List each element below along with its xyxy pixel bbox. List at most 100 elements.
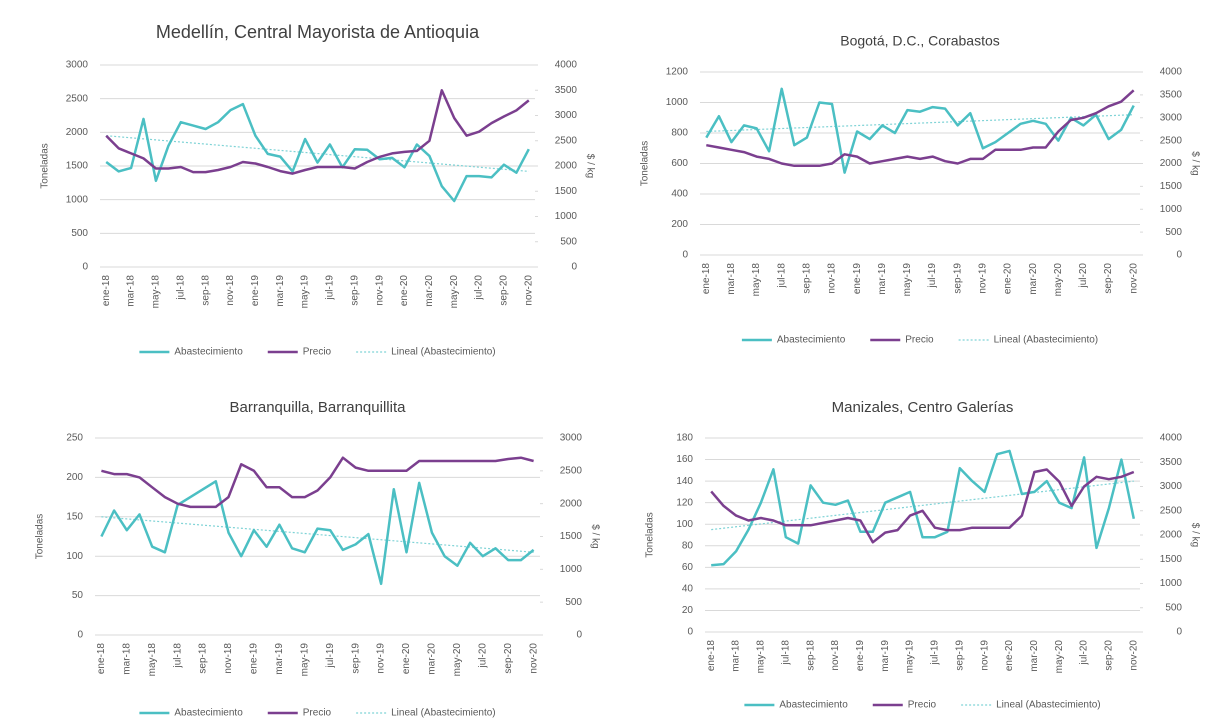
y-tick-label: 200 [671, 219, 688, 230]
x-tick-label: mar-20 [1029, 640, 1040, 672]
x-tick-label: ene-20 [1003, 263, 1014, 295]
legend-label: Lineal (Abastecimiento) [994, 335, 1099, 346]
chart-title: Bogotá, D.C., Corabastos [840, 33, 1000, 49]
y-tick-label: 60 [682, 562, 694, 573]
x-tick-label: nov-19 [376, 643, 387, 674]
y2-tick-label: 0 [1176, 627, 1182, 638]
x-tick-label: sep-19 [350, 643, 361, 674]
y2-tick-label: 1000 [560, 564, 583, 575]
x-tick-label: mar-19 [877, 263, 888, 295]
y2-tick-label: 3000 [555, 110, 578, 121]
y2-tick-label: 1500 [1160, 554, 1183, 565]
x-tick-label: nov-18 [223, 643, 234, 674]
y-tick-label: 40 [682, 584, 694, 595]
x-tick-label: ene-19 [250, 275, 261, 307]
x-tick-label: sep-18 [198, 643, 209, 674]
series-line [100, 480, 535, 586]
x-tick-label: jul-20 [474, 275, 485, 301]
x-tick-label: nov-18 [830, 640, 841, 671]
y2-tick-label: 1000 [555, 211, 578, 222]
y2-axis-label: $ / kg [1189, 523, 1200, 547]
x-tick-label: ene-18 [701, 263, 712, 295]
y2-tick-label: 0 [576, 630, 582, 641]
y-tick-label: 80 [682, 540, 694, 551]
legend-label: Lineal (Abastecimiento) [391, 708, 496, 719]
x-tick-label: may-18 [151, 275, 162, 309]
x-tick-label: jul-18 [776, 263, 787, 289]
y-tick-label: 0 [682, 250, 688, 261]
x-tick-label: ene-20 [399, 275, 410, 307]
x-tick-label: mar-18 [126, 275, 137, 307]
y2-tick-label: 1500 [560, 531, 583, 542]
legend-label: Abastecimiento [174, 708, 243, 719]
y-tick-label: 0 [687, 627, 693, 638]
x-tick-label: jul-18 [780, 640, 791, 666]
legend-label: Precio [908, 700, 937, 711]
x-tick-label: jul-19 [325, 643, 336, 669]
series-line [710, 468, 1135, 544]
y2-tick-label: 3000 [1160, 112, 1183, 123]
y-tick-label: 600 [671, 158, 688, 169]
y2-tick-label: 3500 [1160, 90, 1183, 101]
x-tick-label: may-20 [1054, 640, 1065, 674]
x-tick-label: mar-19 [275, 275, 286, 307]
x-tick-label: may-18 [751, 263, 762, 297]
x-tick-label: ene-18 [101, 275, 112, 307]
x-tick-label: mar-20 [427, 643, 438, 675]
y2-tick-label: 4000 [1160, 67, 1183, 78]
x-tick-label: may-18 [147, 643, 158, 677]
y-axis-label: Toneladas [640, 141, 651, 187]
x-tick-label: nov-19 [374, 275, 385, 306]
legend: Abastecimiento Precio Lineal (Abastecimien… [139, 347, 496, 358]
chart-title: Manizales, Centro Galerías [832, 399, 1014, 416]
x-tick-label: mar-20 [1028, 263, 1039, 295]
y-tick-label: 100 [676, 519, 693, 530]
y-axis-label: Toneladas [35, 514, 46, 560]
legend-label: Precio [905, 335, 934, 346]
trend-line [706, 114, 1134, 133]
x-tick-label: sep-18 [200, 275, 211, 306]
y-tick-label: 140 [676, 476, 693, 487]
y2-tick-label: 0 [1176, 250, 1182, 261]
y2-tick-label: 500 [565, 597, 582, 608]
x-tick-label: sep-19 [952, 263, 963, 294]
legend: Abastecimiento Precio Lineal (Abastecimien… [741, 335, 1099, 346]
x-tick-label: may-19 [902, 263, 913, 297]
legend: Abastecimiento Precio Lineal (Abastecimien… [139, 708, 496, 719]
x-tick-label: ene-19 [249, 643, 260, 675]
y-tick-label: 2500 [66, 93, 89, 104]
y2-tick-label: 0 [571, 262, 577, 273]
x-tick-label: may-20 [1053, 263, 1064, 297]
chart-title: Medellín, Central Mayorista de Antioquia [156, 22, 480, 42]
series-line [706, 89, 1135, 168]
legend-label: Abastecimiento [779, 700, 848, 711]
y2-tick-label: 3500 [555, 85, 578, 96]
y2-axis-label: $ / kg [584, 154, 595, 178]
x-tick-label: jul-19 [325, 275, 336, 301]
y2-tick-label: 2000 [560, 498, 583, 509]
x-tick-label: sep-20 [1103, 263, 1114, 294]
x-tick-label: mar-18 [731, 640, 742, 672]
y-tick-label: 2000 [66, 127, 89, 138]
chart: Medellín, Central Mayorista de Antioquia… [40, 22, 596, 358]
y2-axis-label: $ / kg [589, 524, 600, 548]
legend-label: Lineal (Abastecimiento) [391, 347, 496, 358]
x-tick-label: nov-18 [827, 263, 838, 294]
y-tick-label: 0 [82, 262, 88, 273]
x-tick-label: sep-19 [954, 640, 965, 671]
y2-tick-label: 3500 [1160, 457, 1183, 468]
y2-tick-label: 500 [1165, 227, 1182, 238]
x-tick-label: sep-20 [499, 275, 510, 306]
series-line [105, 102, 530, 203]
y2-tick-label: 1000 [1160, 204, 1183, 215]
x-tick-label: ene-19 [855, 640, 866, 672]
trend-line [711, 480, 1134, 531]
x-tick-label: ene-20 [1004, 640, 1015, 672]
x-tick-label: mar-18 [726, 263, 737, 295]
x-tick-label: may-18 [756, 640, 767, 674]
y2-tick-label: 2500 [1160, 135, 1183, 146]
legend-label: Abastecimiento [777, 335, 846, 346]
x-tick-label: nov-19 [979, 640, 990, 671]
y2-tick-label: 2000 [1160, 530, 1183, 541]
